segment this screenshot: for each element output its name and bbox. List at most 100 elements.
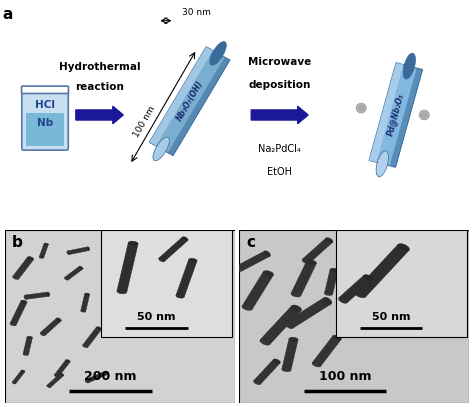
Ellipse shape — [398, 243, 410, 251]
Ellipse shape — [330, 268, 338, 272]
Polygon shape — [25, 292, 49, 299]
Polygon shape — [85, 371, 108, 383]
Ellipse shape — [39, 256, 44, 258]
Ellipse shape — [273, 359, 281, 363]
Bar — [336, 230, 467, 337]
Polygon shape — [47, 373, 64, 387]
Ellipse shape — [66, 359, 70, 362]
Ellipse shape — [12, 276, 19, 280]
Text: Hydrothermal: Hydrothermal — [59, 62, 140, 72]
Polygon shape — [40, 318, 61, 335]
Polygon shape — [82, 327, 101, 347]
Ellipse shape — [302, 259, 310, 264]
Circle shape — [420, 111, 428, 119]
Ellipse shape — [326, 238, 333, 243]
FancyArrow shape — [76, 106, 123, 124]
Ellipse shape — [354, 291, 366, 298]
Circle shape — [357, 104, 365, 112]
Ellipse shape — [403, 53, 415, 79]
Polygon shape — [68, 247, 89, 254]
Text: Na₂PdCl₄: Na₂PdCl₄ — [258, 144, 301, 155]
Circle shape — [419, 110, 429, 120]
Circle shape — [358, 105, 365, 111]
Ellipse shape — [333, 335, 341, 340]
Ellipse shape — [312, 362, 321, 367]
Ellipse shape — [289, 337, 298, 341]
Ellipse shape — [10, 323, 16, 326]
Polygon shape — [159, 237, 188, 262]
Ellipse shape — [323, 297, 332, 304]
Ellipse shape — [21, 300, 27, 303]
Polygon shape — [10, 301, 27, 325]
Ellipse shape — [67, 251, 70, 255]
Ellipse shape — [60, 373, 64, 376]
Ellipse shape — [117, 290, 127, 294]
Text: HCl: HCl — [35, 100, 55, 110]
Polygon shape — [55, 360, 70, 377]
Ellipse shape — [24, 295, 27, 299]
Text: c: c — [246, 235, 255, 250]
Text: 50 nm: 50 nm — [372, 312, 410, 322]
Polygon shape — [237, 251, 270, 271]
Bar — [101, 230, 232, 337]
Text: Nb: Nb — [37, 118, 53, 128]
Ellipse shape — [282, 368, 291, 372]
Polygon shape — [12, 370, 25, 384]
Ellipse shape — [27, 256, 34, 260]
Polygon shape — [13, 257, 34, 279]
Ellipse shape — [82, 345, 88, 348]
Ellipse shape — [376, 151, 389, 177]
Polygon shape — [390, 68, 422, 167]
Circle shape — [421, 112, 428, 118]
Text: 50 nm: 50 nm — [137, 312, 175, 322]
Polygon shape — [149, 47, 213, 146]
Ellipse shape — [56, 318, 61, 321]
Text: EtOH: EtOH — [267, 167, 292, 177]
Circle shape — [356, 103, 366, 113]
Ellipse shape — [46, 292, 50, 296]
Polygon shape — [260, 306, 301, 345]
Polygon shape — [339, 275, 372, 303]
Ellipse shape — [54, 374, 59, 377]
Ellipse shape — [210, 42, 226, 65]
Ellipse shape — [105, 371, 109, 374]
Text: deposition: deposition — [248, 80, 311, 90]
Polygon shape — [355, 244, 409, 297]
Polygon shape — [369, 63, 403, 162]
Text: 100 nm: 100 nm — [132, 105, 157, 139]
Ellipse shape — [264, 251, 271, 256]
Polygon shape — [168, 57, 230, 155]
FancyBboxPatch shape — [22, 90, 68, 150]
Text: Microwave: Microwave — [248, 57, 311, 67]
Ellipse shape — [128, 241, 138, 245]
Ellipse shape — [292, 305, 301, 311]
Ellipse shape — [242, 305, 252, 311]
Polygon shape — [369, 63, 422, 167]
Polygon shape — [39, 243, 48, 258]
Ellipse shape — [21, 370, 25, 372]
Polygon shape — [282, 339, 298, 370]
Text: 30 nm: 30 nm — [182, 9, 211, 18]
Polygon shape — [254, 359, 280, 384]
Ellipse shape — [159, 258, 164, 262]
Polygon shape — [312, 336, 341, 366]
Ellipse shape — [96, 327, 102, 330]
Text: Nb₃O₇(OH): Nb₃O₇(OH) — [174, 79, 205, 123]
Ellipse shape — [254, 380, 261, 385]
Ellipse shape — [27, 336, 32, 339]
Ellipse shape — [285, 322, 293, 329]
Ellipse shape — [12, 382, 16, 384]
Ellipse shape — [23, 353, 28, 356]
Ellipse shape — [44, 243, 48, 245]
Polygon shape — [302, 238, 333, 263]
Text: reaction: reaction — [75, 82, 124, 92]
Text: 100 nm: 100 nm — [319, 370, 371, 383]
Polygon shape — [242, 271, 273, 309]
Ellipse shape — [189, 258, 197, 262]
Ellipse shape — [176, 294, 184, 298]
Text: Pd@Nb₂O₅: Pd@Nb₂O₅ — [386, 93, 406, 137]
Polygon shape — [291, 261, 317, 296]
FancyArrow shape — [251, 106, 308, 124]
Ellipse shape — [307, 260, 317, 265]
Ellipse shape — [79, 266, 83, 269]
